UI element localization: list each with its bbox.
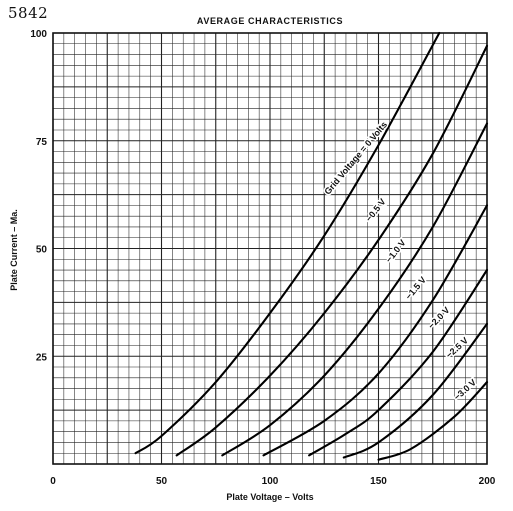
x-tick-label: 200 <box>479 476 496 487</box>
y-tick-label: 50 <box>36 245 48 256</box>
series-curve-6 <box>377 381 489 461</box>
tube-type-number: 5842 <box>8 4 49 22</box>
series-curve-3 <box>262 204 489 457</box>
y-tick-label: 25 <box>36 352 48 363</box>
y-axis-title: Plate Current – Ma. <box>9 209 19 291</box>
chart-title: AVERAGE CHARACTERISTICS <box>197 16 343 26</box>
series-label-6: −3.0 V <box>452 377 478 402</box>
series-curve-5 <box>342 322 489 459</box>
series-label-1: −0.5 V <box>364 197 388 224</box>
series-label-3: −1.5 V <box>403 275 428 302</box>
x-tick-label: 150 <box>370 476 387 487</box>
x-tick-label: 100 <box>262 476 279 487</box>
y-tick-label: 100 <box>30 29 47 40</box>
x-tick-label: 0 <box>50 476 56 487</box>
tick-labels: 0 50 100 150 200 25 50 75 100 <box>30 29 495 487</box>
series-label-4: −2.0 V <box>426 305 451 331</box>
series-curve-0 <box>134 31 441 455</box>
grid <box>52 32 488 465</box>
x-axis-title: Plate Voltage – Volts <box>226 492 313 502</box>
series-curve-2 <box>221 122 489 457</box>
x-tick-label: 50 <box>156 476 168 487</box>
series-curve-4 <box>308 268 489 457</box>
series-curve-1 <box>175 44 489 457</box>
series-label-2: −1.0 V <box>384 238 408 265</box>
y-tick-label: 75 <box>36 137 48 148</box>
curves <box>134 31 489 461</box>
plot-border <box>52 32 488 465</box>
